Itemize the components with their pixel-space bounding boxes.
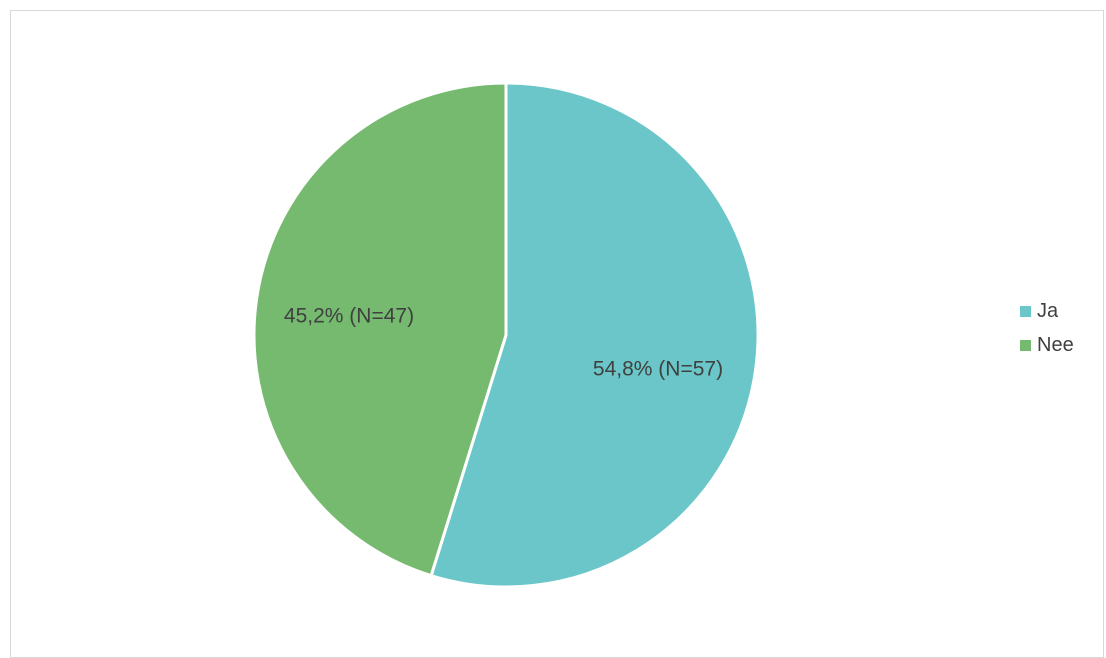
legend-item-ja: Ja xyxy=(1020,294,1106,328)
legend: Ja Nee xyxy=(1020,294,1106,362)
legend-swatch-ja xyxy=(1020,305,1031,317)
pie-slices xyxy=(252,81,760,589)
pie-slice-nee xyxy=(252,81,508,578)
legend-item-nee: Nee xyxy=(1020,328,1106,362)
data-label-nee: 45,2% (N=47) xyxy=(284,305,414,328)
pie-slice-ja xyxy=(429,81,760,589)
legend-swatch-nee xyxy=(1020,339,1031,351)
legend-label-nee: Nee xyxy=(1037,333,1074,356)
legend-label-ja: Ja xyxy=(1037,299,1059,322)
data-label-ja: 54,8% (N=57) xyxy=(593,358,723,381)
pie-data-labels: 54,8% (N=57) 45,2% (N=47) xyxy=(284,305,723,381)
